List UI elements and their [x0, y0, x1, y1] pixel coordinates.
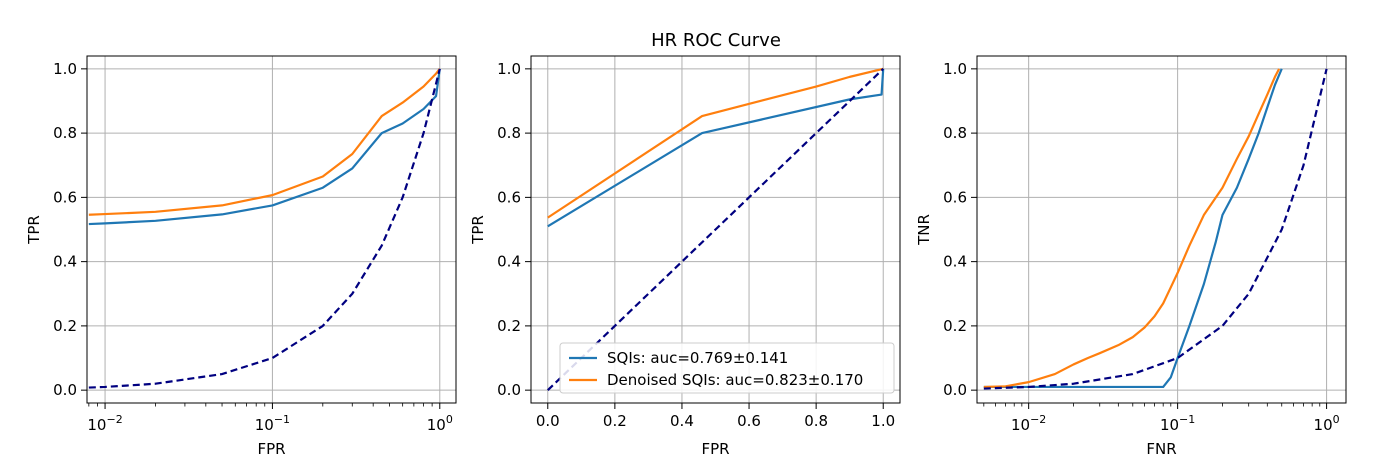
denoised-series-line: [983, 68, 1281, 389]
chance-series-line: [547, 68, 884, 391]
x-tick-label: 100: [1314, 413, 1340, 434]
sqi-legend-label: SQIs: auc=0.769±0.141: [607, 349, 788, 367]
y-tick-label: 0.0: [943, 381, 967, 399]
x-tick-label: 10−1: [255, 413, 290, 434]
x-tick-label: 10−2: [1011, 413, 1046, 434]
y-tick-label: 0.8: [497, 124, 521, 142]
x-axis-label: FNR: [1146, 440, 1176, 458]
legend: SQIs: auc=0.769±0.141 Denoised SQIs: auc=…: [559, 342, 895, 394]
x-tick-label: 10−1: [1160, 413, 1195, 434]
y-tick-label: 0.6: [53, 188, 77, 206]
axes-frame: [86, 55, 457, 404]
x-tick-label: 100: [427, 413, 453, 434]
y-tick-label: 0.0: [53, 381, 77, 399]
x-tick-label: 1.0: [871, 412, 895, 430]
y-axis-label: TPR: [25, 215, 43, 245]
y-tick-label: 0.4: [53, 253, 77, 271]
x-tick-label: 0.8: [804, 412, 828, 430]
y-tick-label: 1.0: [497, 60, 521, 78]
y-tick-label: 0.4: [497, 253, 521, 271]
denoised-legend-label: Denoised SQIs: auc=0.823±0.170: [607, 371, 863, 389]
denoised-series-line: [547, 67, 884, 219]
axes-frame: [976, 55, 1347, 404]
fpr-linear-roc-panel: 0.0 0.2 0.4 0.6 0.8 1.0 0.0 0.2 0.4 0.6 0.8 1.0 FPR T…: [469, 55, 901, 458]
figure-title: HR ROC Curve: [651, 30, 781, 51]
y-tick-label: 0.8: [943, 124, 967, 142]
x-axis-label: FPR: [257, 440, 285, 458]
x-tick-label: 0.2: [603, 412, 627, 430]
x-tick-label: 0.6: [737, 412, 761, 430]
y-tick-label: 1.0: [53, 60, 77, 78]
y-tick-label: 0.6: [497, 188, 521, 206]
fpr-log-roc-panel: 10−2 10−1 100 0.0 0.2 0.4 0.6 0.8 1.0 FPR TPR: [25, 55, 457, 458]
y-tick-label: 0.2: [943, 317, 967, 335]
x-tick-label: 0.4: [670, 412, 694, 430]
y-tick-label: 0.6: [943, 188, 967, 206]
x-tick-label: 0.0: [536, 412, 560, 430]
denoised-series-line: [88, 68, 441, 216]
y-axis-label: TNR: [915, 214, 933, 246]
sqi-series-line: [88, 68, 441, 226]
y-tick-label: 0.4: [943, 253, 967, 271]
y-tick-label: 0.0: [497, 381, 521, 399]
chance-series-line: [983, 68, 1328, 390]
x-axis-label: FPR: [701, 440, 729, 458]
sqi-series-line: [547, 68, 885, 228]
x-tick-label: 10−2: [87, 413, 122, 434]
y-tick-label: 0.2: [497, 317, 521, 335]
y-tick-label: 0.2: [53, 317, 77, 335]
chance-series-line: [88, 68, 441, 389]
axes-frame: [530, 55, 901, 404]
y-axis-label: TPR: [469, 215, 487, 245]
fnr-log-tnr-panel: 10−2 10−1 100 0.0 0.2 0.4 0.6 0.8 1.0 FNR TNR: [915, 55, 1347, 458]
legend-box: [559, 342, 895, 394]
sqi-series-line: [983, 68, 1283, 389]
y-tick-label: 0.8: [53, 124, 77, 142]
y-tick-label: 1.0: [943, 60, 967, 78]
